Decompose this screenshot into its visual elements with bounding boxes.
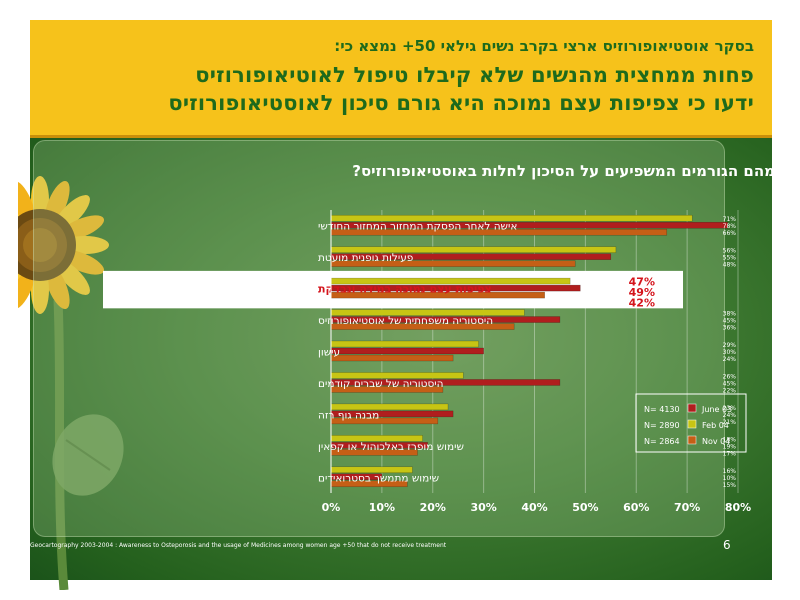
slide-title-line-2: ידעו כי צפיפות עצם נמוכה היא גורם סיכון …: [168, 91, 754, 115]
data-label: 71%: [723, 216, 737, 223]
x-tick-label: 20%: [420, 501, 446, 514]
data-label: 19%: [723, 443, 737, 450]
legend-swatch: [687, 403, 697, 413]
data-label: 78%: [723, 223, 737, 230]
category-label: עישון: [318, 347, 340, 359]
x-tick-label: 70%: [674, 501, 700, 514]
data-label: 15%: [723, 482, 737, 489]
data-label: 55%: [723, 255, 737, 262]
category-label: היסטוריה של שברים קודמים: [318, 378, 444, 390]
legend-label: June 03: [701, 405, 732, 414]
category-label: שימוש מתמשך בסטרואידים: [318, 472, 439, 484]
data-label: 48%: [723, 262, 737, 269]
legend-box: [635, 393, 747, 453]
data-label: 30%: [723, 349, 737, 356]
data-label: 23%: [723, 405, 737, 412]
data-label: 10%: [723, 475, 737, 482]
data-label: 24%: [723, 412, 737, 419]
header-banner: בסקר אוסטיאופורוזיס ארצי בקרב נשים גילאי…: [30, 20, 772, 138]
legend-n-label: N= 2890: [644, 421, 680, 430]
data-label: 45%: [723, 318, 737, 325]
category-label: היסטוריה משפחתית של אוסטיאופורוזיס: [318, 315, 493, 327]
legend-n-label: N= 4130: [644, 405, 680, 414]
source-note: Geocartography 2003-2004 : Awareness to …: [30, 542, 447, 549]
chart-question: מהם הגורמים המשפיעים על הסיכון לחלות באו…: [352, 162, 775, 180]
data-label: 22%: [723, 387, 737, 394]
data-label: 38%: [723, 311, 737, 318]
x-tick-label: 80%: [725, 501, 751, 514]
sunflower-illustration: [18, 176, 124, 590]
x-tick-label: 30%: [470, 501, 496, 514]
data-label: 17%: [723, 450, 737, 457]
legend-swatch: [687, 435, 697, 445]
category-label: אישה לאחר הפסקת המחזור המחזור החודשי: [318, 221, 517, 233]
legend-label: Feb 04: [702, 421, 729, 430]
x-tick-label: 50%: [572, 501, 598, 514]
x-tick-label: 40%: [521, 501, 547, 514]
slide-title-line-1: פחות ממחצית מהנשים שלא קיבלו טיפול לאוטי…: [195, 63, 754, 87]
category-label: שימוש מופרז באלכוהול או קפאין: [318, 441, 464, 453]
header-rule: [30, 135, 772, 138]
data-label: 49%: [629, 286, 655, 299]
bar: [330, 340, 479, 348]
x-tick-label: 0%: [322, 501, 341, 514]
data-label: 42%: [629, 296, 655, 309]
bar: [330, 354, 454, 362]
legend-swatch: [687, 419, 697, 429]
data-label: 21%: [723, 419, 737, 426]
data-label: 47%: [629, 275, 655, 288]
data-label: 16%: [723, 468, 737, 475]
data-label: 36%: [723, 325, 737, 332]
data-label: 66%: [723, 230, 737, 237]
category-label: מבנה גוף רזה: [318, 409, 379, 421]
data-label: 24%: [723, 356, 737, 363]
page-number: 6: [723, 538, 731, 552]
legend-n-label: N= 2864: [644, 437, 680, 446]
category-label: פעילות גופנית מועטת: [318, 252, 413, 264]
data-label: 26%: [723, 373, 737, 380]
data-label: 18%: [723, 436, 737, 443]
slide-subtitle: בסקר אוסטיאופורוזיס ארצי בקרב נשים גילאי…: [334, 37, 754, 55]
data-label: 29%: [723, 342, 737, 349]
data-label: 45%: [723, 380, 737, 387]
data-label: 56%: [723, 248, 737, 255]
bar: [330, 347, 484, 355]
legend-label: Nov 04: [702, 437, 730, 446]
x-tick-label: 60%: [623, 501, 649, 514]
x-tick-label: 10%: [369, 501, 395, 514]
category-label: צפיפות עצם נמוכה במידה ונבדקת: [318, 283, 492, 296]
